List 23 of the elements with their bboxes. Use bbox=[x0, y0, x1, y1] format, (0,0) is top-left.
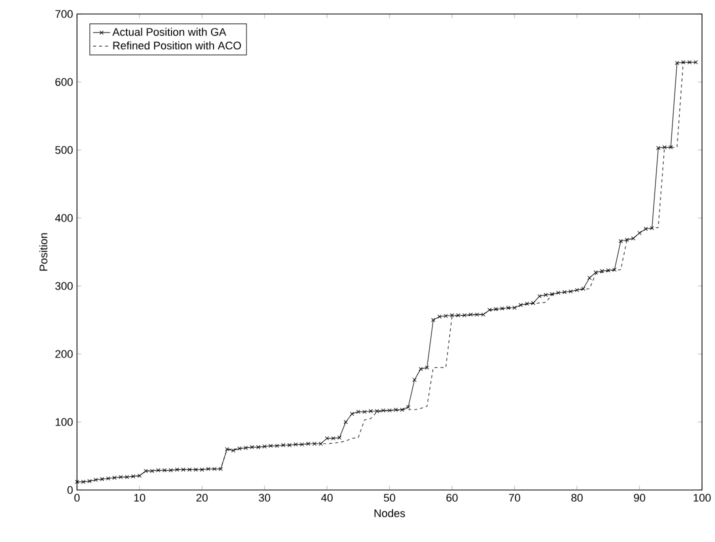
x-tick-label: 70 bbox=[508, 494, 520, 502]
y-tick-label: 600 bbox=[55, 78, 73, 86]
y-tick-label: 300 bbox=[55, 282, 73, 290]
y-tick-label: 0 bbox=[67, 486, 73, 494]
x-tick-label: 90 bbox=[634, 494, 646, 502]
x-tick-label: 20 bbox=[196, 494, 208, 502]
x-tick-label: 100 bbox=[694, 494, 711, 502]
x-tick-label: 30 bbox=[258, 494, 270, 502]
y-tick-label: 200 bbox=[55, 350, 73, 358]
x-tick-label: 80 bbox=[571, 494, 583, 502]
y-tick-label: 500 bbox=[55, 146, 73, 154]
x-tick-label: 0 bbox=[74, 494, 80, 502]
legend-label: Actual Position with GA bbox=[112, 28, 226, 36]
y-tick-label: 700 bbox=[55, 10, 73, 18]
x-axis-title: Nodes bbox=[374, 509, 405, 518]
x-tick-label: 40 bbox=[321, 494, 333, 502]
y-tick-label: 400 bbox=[55, 214, 73, 222]
x-tick-label: 50 bbox=[384, 494, 396, 502]
x-tick-label: 10 bbox=[134, 494, 146, 502]
legend-label: Refined Position with ACO bbox=[113, 41, 241, 50]
y-axis-title: Position bbox=[39, 233, 48, 271]
y-tick-label: 100 bbox=[56, 418, 73, 426]
x-tick-label: 60 bbox=[446, 494, 458, 502]
